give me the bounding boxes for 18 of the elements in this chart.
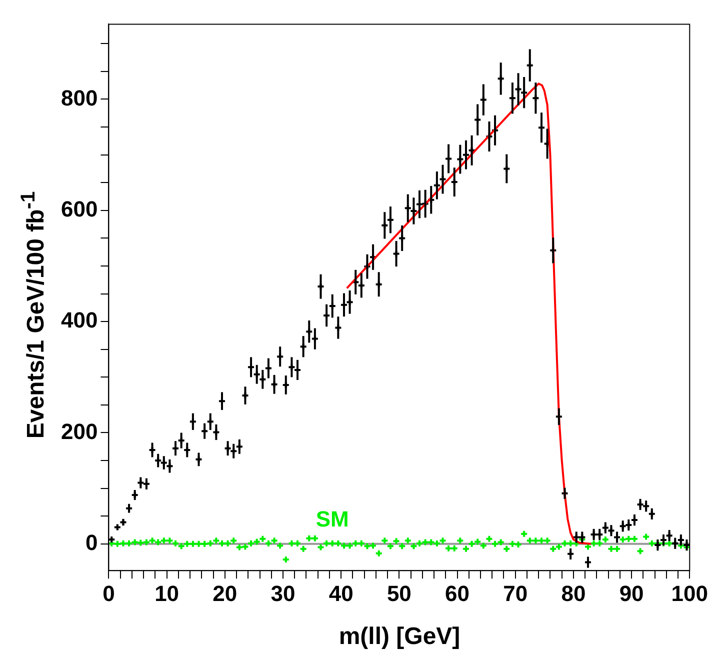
x-tick-label: 20 — [212, 580, 238, 606]
y-tick-label: 600 — [60, 196, 98, 222]
series-label: SM — [316, 506, 349, 532]
x-tick-label: 40 — [328, 580, 354, 606]
x-tick-label: 90 — [619, 580, 644, 606]
x-tick-label: 100 — [671, 580, 708, 606]
x-tick-label: 30 — [270, 580, 296, 606]
x-tick-label: 0 — [102, 580, 115, 606]
x-tick-label: 80 — [561, 580, 586, 606]
y-tick-label: 400 — [60, 308, 98, 333]
y-tick-label: 800 — [60, 85, 98, 110]
x-tick-label: 60 — [445, 580, 470, 606]
x-tick-label: 50 — [386, 580, 412, 606]
x-tick-label: 10 — [154, 580, 180, 606]
x-axis-title: m(ll) [GeV] — [338, 623, 462, 651]
y-tick-label: 0 — [85, 530, 98, 555]
y-tick-label: 200 — [60, 418, 98, 444]
x-tick-label: 70 — [503, 580, 528, 606]
